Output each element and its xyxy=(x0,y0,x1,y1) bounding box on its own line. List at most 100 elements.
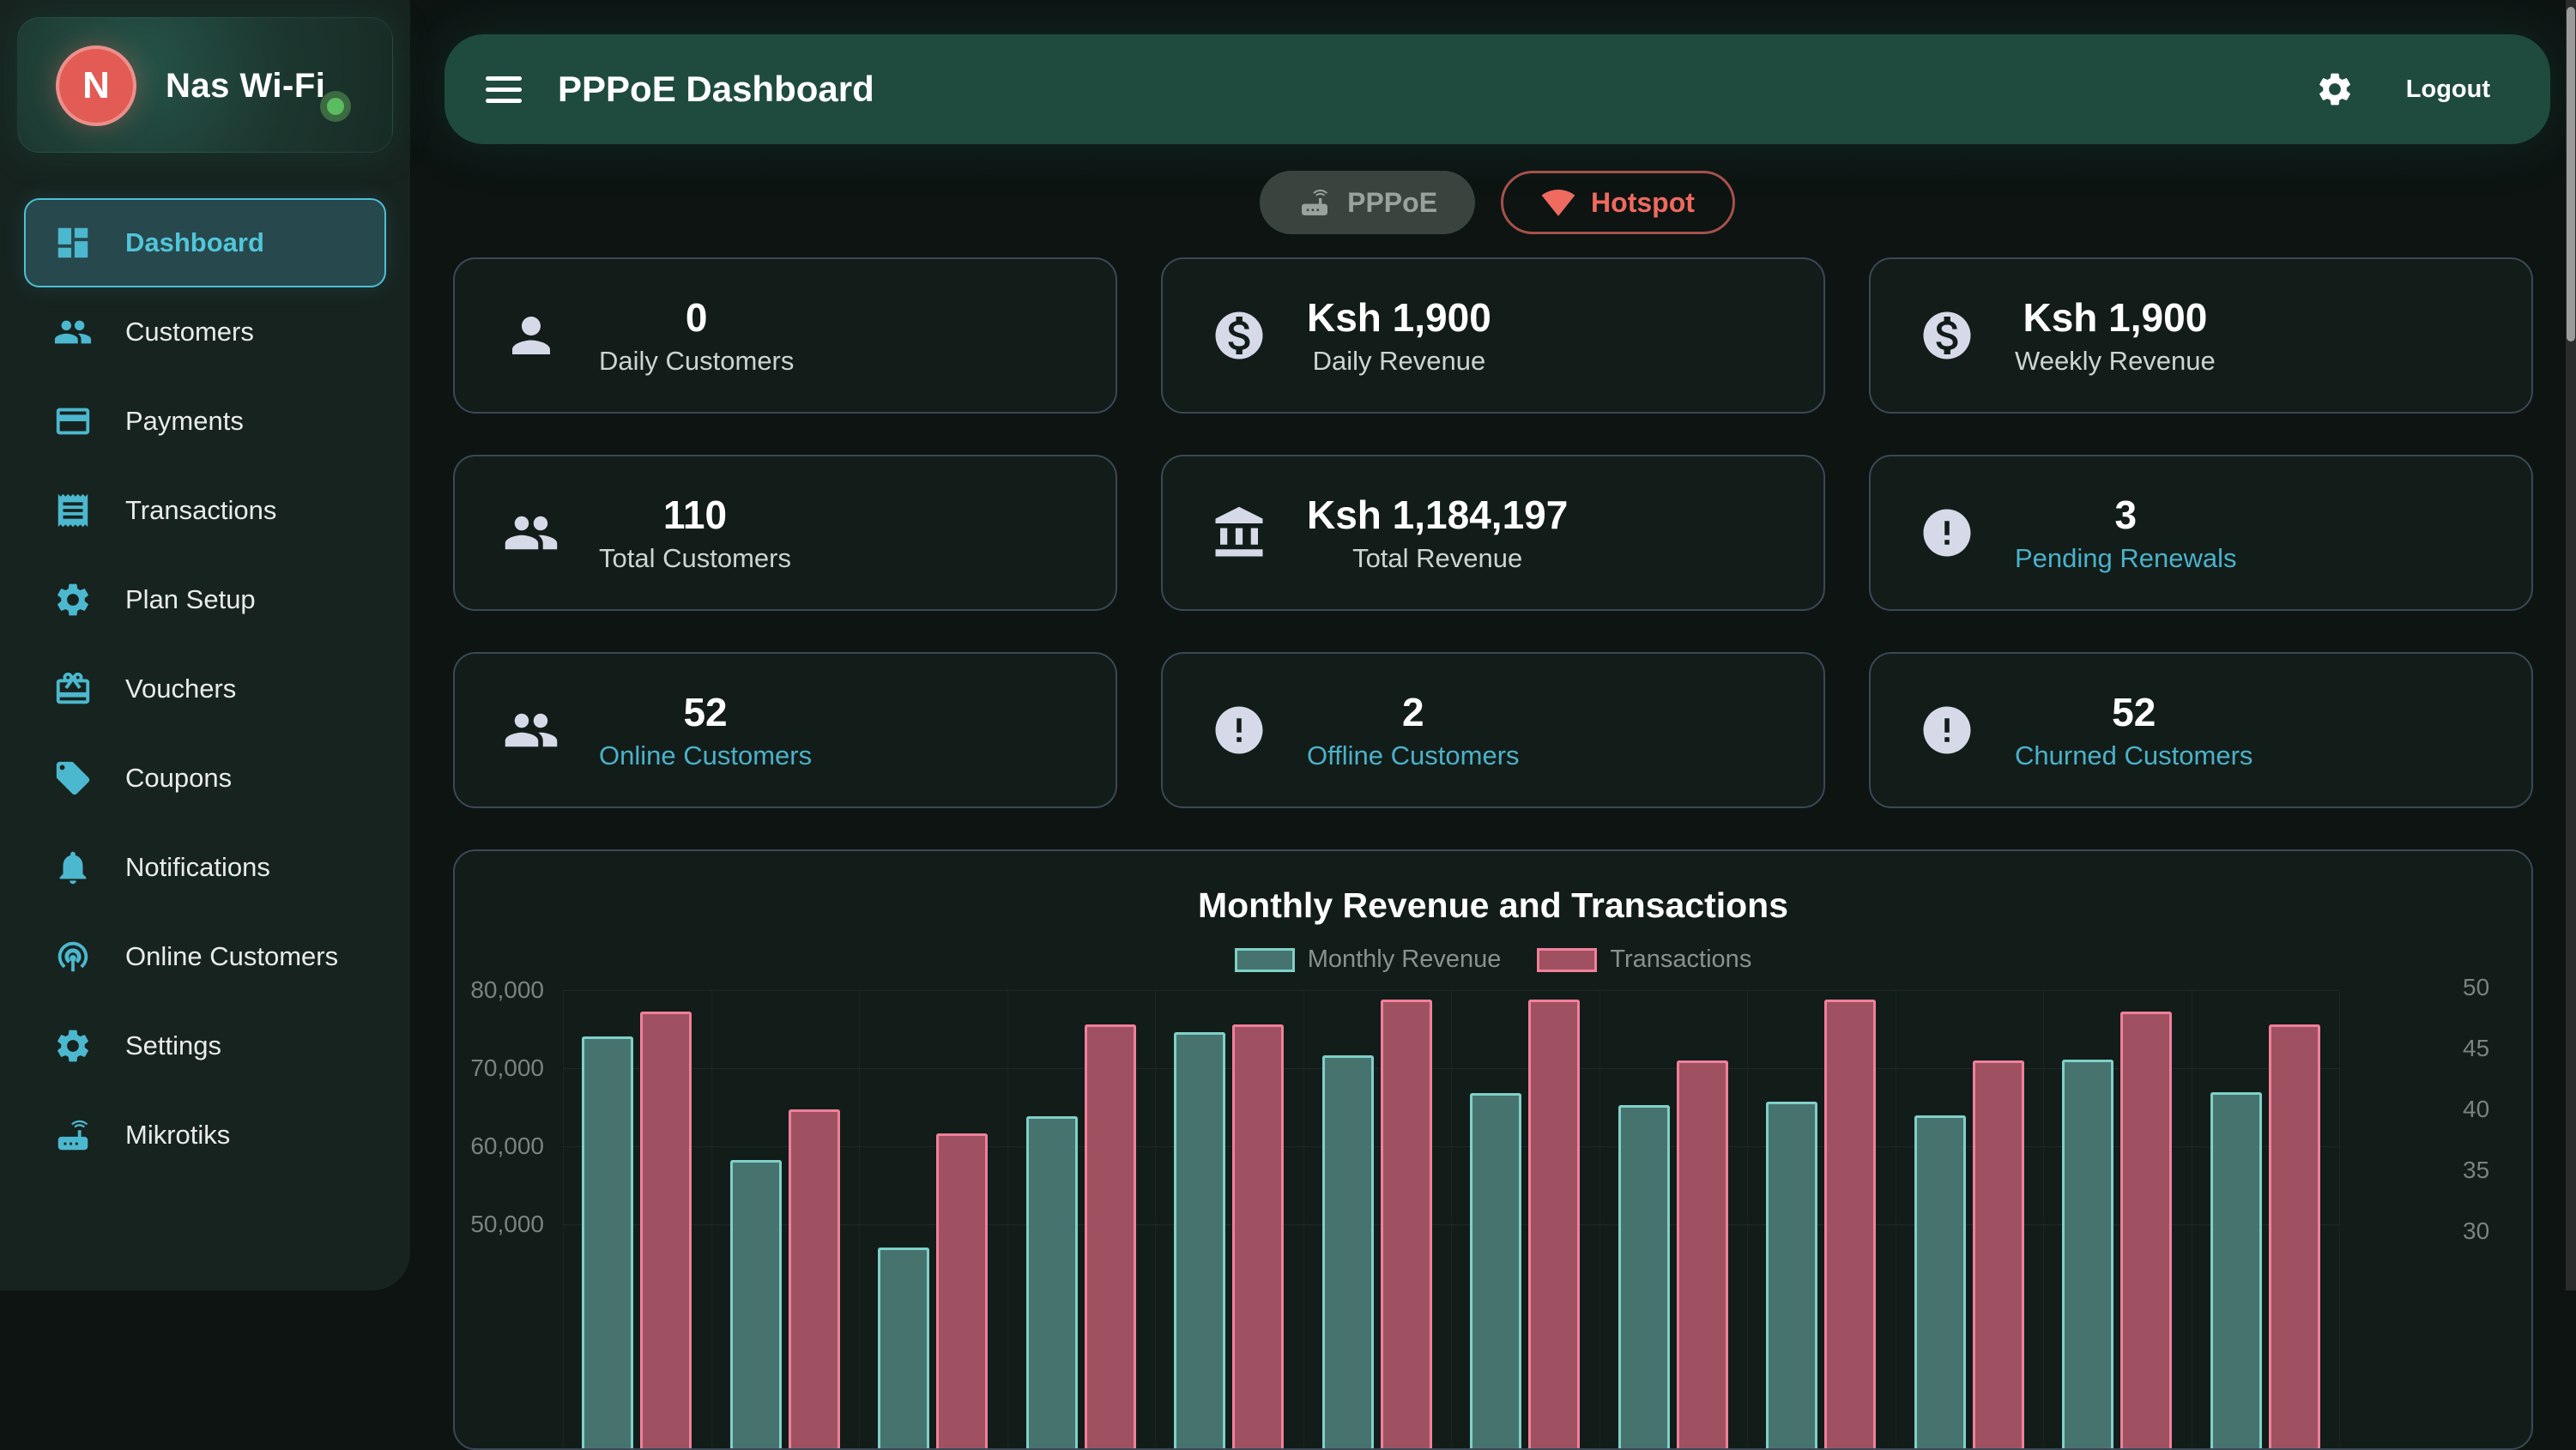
revenue-bar xyxy=(878,1248,929,1450)
person-icon xyxy=(503,307,559,364)
sidebar-item-mikrotiks[interactable]: Mikrotiks xyxy=(24,1091,386,1180)
people-icon xyxy=(503,504,559,561)
stat-value: 110 xyxy=(663,495,727,535)
sidebar-item-settings[interactable]: Settings xyxy=(24,1001,386,1091)
hotspot-toggle-button[interactable]: Hotspot xyxy=(1501,171,1735,234)
scrollbar-thumb[interactable] xyxy=(2567,7,2575,341)
sidebar-item-notifications[interactable]: Notifications xyxy=(24,823,386,912)
scrollbar-track[interactable] xyxy=(2566,0,2576,1290)
router-icon xyxy=(53,1115,93,1155)
dashboard-icon xyxy=(53,223,93,263)
sidebar-item-coupons[interactable]: Coupons xyxy=(24,734,386,823)
stat-card-pending-renewals: 3 Pending Renewals xyxy=(1869,455,2533,611)
avatar: N xyxy=(56,45,136,126)
left-axis-tick: 80,000 xyxy=(455,976,544,1004)
chart-vgrid xyxy=(2043,990,2044,1450)
sidebar-item-label: Transactions xyxy=(125,495,276,526)
topbar: PPPoE Dashboard Logout xyxy=(444,34,2550,144)
revenue-bar xyxy=(1618,1105,1670,1450)
right-axis-tick: 40 xyxy=(2463,1096,2489,1123)
pppoe-toggle-button[interactable]: PPPoE xyxy=(1260,171,1475,234)
chart-vgrid xyxy=(1599,990,1600,1450)
transactions-bar xyxy=(1085,1024,1136,1450)
pppoe-label: PPPoE xyxy=(1347,187,1437,219)
stat-label[interactable]: Offline Customers xyxy=(1307,742,1520,769)
stat-label[interactable]: Churned Customers xyxy=(2015,742,2252,769)
stat-label: Total Customers xyxy=(599,545,791,571)
settings-gear-icon[interactable] xyxy=(2315,69,2355,109)
revenue-bar xyxy=(1322,1055,1374,1450)
stat-label: Total Revenue xyxy=(1352,545,1522,571)
sidebar-item-transactions[interactable]: Transactions xyxy=(24,466,386,555)
left-axis-tick: 60,000 xyxy=(455,1133,544,1160)
sidebar-item-dashboard[interactable]: Dashboard xyxy=(24,198,386,287)
chart-vgrid xyxy=(1451,990,1452,1450)
hamburger-menu-icon[interactable] xyxy=(486,76,522,103)
stat-text: 2 Offline Customers xyxy=(1307,692,1520,769)
credit-card-icon xyxy=(53,402,93,441)
stat-label[interactable]: Online Customers xyxy=(599,742,812,769)
chart-vgrid xyxy=(1155,990,1156,1450)
alert-icon xyxy=(1919,504,1975,561)
chart-card: Monthly Revenue and Transactions Monthly… xyxy=(453,849,2533,1450)
stat-card-offline-customers: 2 Offline Customers xyxy=(1161,652,1825,808)
logout-button[interactable]: Logout xyxy=(2406,76,2490,104)
sidebar-item-payments[interactable]: Payments xyxy=(24,377,386,466)
hotspot-label: Hotspot xyxy=(1591,187,1695,219)
sidebar: N Nas Wi-Fi Dashboard Customers Payments Tr… xyxy=(0,0,410,1290)
sidebar-item-customers[interactable]: Customers xyxy=(24,287,386,377)
revenue-bar xyxy=(2062,1060,2113,1450)
wifi-icon xyxy=(1541,185,1575,220)
alert-icon xyxy=(1211,702,1267,758)
transactions-bar xyxy=(1528,1000,1580,1450)
sidebar-item-vouchers[interactable]: Vouchers xyxy=(24,644,386,734)
stat-label[interactable]: Pending Renewals xyxy=(2015,545,2237,571)
transactions-bar xyxy=(1677,1060,1728,1450)
transactions-bar xyxy=(1824,1000,1876,1450)
online-status-dot xyxy=(320,91,351,122)
revenue-bar xyxy=(582,1036,633,1450)
bank-icon xyxy=(1211,504,1267,561)
chart-vgrid xyxy=(711,990,712,1450)
gear-icon xyxy=(53,1026,93,1066)
stat-value: 0 xyxy=(686,298,708,337)
revenue-bar xyxy=(1026,1116,1078,1450)
sidebar-item-label: Vouchers xyxy=(125,674,236,704)
sidebar-item-label: Notifications xyxy=(125,852,270,883)
brand-card: N Nas Wi-Fi xyxy=(17,17,393,153)
right-axis-tick: 30 xyxy=(2463,1217,2489,1245)
stat-value: 3 xyxy=(2114,495,2137,535)
chart-vgrid xyxy=(563,990,564,1450)
stat-text: 0 Daily Customers xyxy=(599,298,794,374)
sidebar-item-label: Payments xyxy=(125,406,244,437)
left-axis-tick: 70,000 xyxy=(455,1054,544,1082)
sidebar-item-label: Customers xyxy=(125,317,254,347)
dollar-icon xyxy=(1211,307,1267,364)
stat-text: Ksh 1,184,197 Total Revenue xyxy=(1307,495,1568,571)
transactions-bar xyxy=(936,1133,988,1450)
stat-value: 2 xyxy=(1402,692,1424,732)
stat-label: Daily Revenue xyxy=(1313,347,1486,374)
sidebar-item-label: Online Customers xyxy=(125,941,338,972)
stat-value: Ksh 1,184,197 xyxy=(1307,495,1568,535)
transactions-bar xyxy=(1232,1024,1284,1450)
stat-card-daily-customers: 0 Daily Customers xyxy=(453,257,1117,414)
transactions-bar xyxy=(2269,1024,2320,1450)
sidebar-item-online-customers[interactable]: Online Customers xyxy=(24,912,386,1001)
stat-label: Daily Customers xyxy=(599,347,794,374)
topbar-actions: Logout xyxy=(2315,69,2490,109)
dollar-icon xyxy=(1919,307,1975,364)
transactions-bar xyxy=(640,1012,692,1450)
chart-vgrid xyxy=(1747,990,1748,1450)
transactions-bar xyxy=(789,1109,840,1450)
transactions-bar xyxy=(1973,1060,2024,1450)
sidebar-item-plan-setup[interactable]: Plan Setup xyxy=(24,555,386,644)
revenue-bar xyxy=(1174,1032,1225,1450)
